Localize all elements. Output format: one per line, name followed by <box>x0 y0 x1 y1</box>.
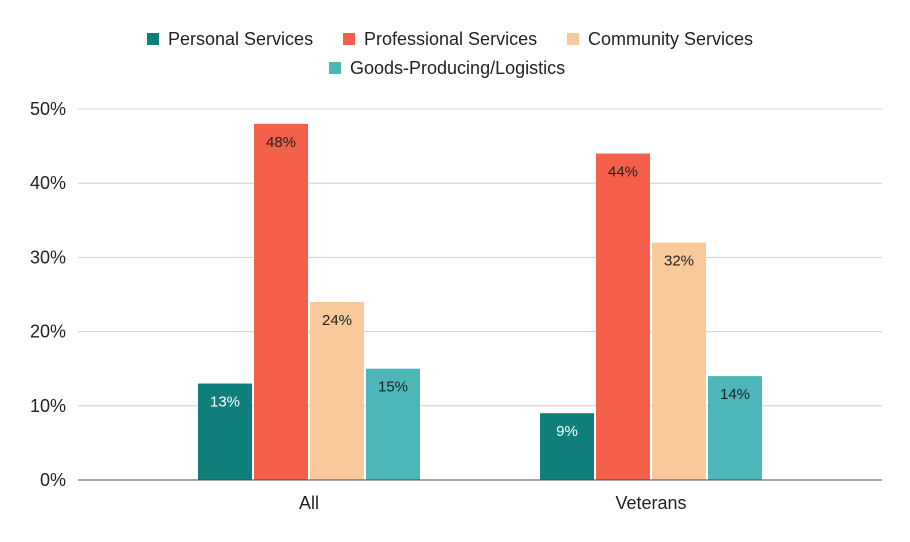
bar-all-professional-services <box>254 123 308 480</box>
y-tick-label: 0% <box>40 470 66 490</box>
bar-all-community-services <box>310 301 364 480</box>
legend-item-community-services: Community Services <box>567 29 753 49</box>
data-label: 9% <box>556 423 578 440</box>
x-category-label: Veterans <box>615 493 686 513</box>
legend-label: Personal Services <box>168 29 313 49</box>
y-tick-label: 10% <box>30 396 66 416</box>
y-tick-label: 50% <box>30 99 66 119</box>
bar-veterans-goods-producing-logistics <box>708 376 762 480</box>
x-axis-categories: All Veterans <box>299 493 687 513</box>
data-labels: 13% 48% 24% 15% 9% 44% 32% 14% <box>210 134 750 440</box>
y-axis-ticks: 0% 10% 20% 30% 40% 50% <box>30 99 66 490</box>
x-category-label: All <box>299 493 319 513</box>
legend-item-professional-services: Professional Services <box>343 29 537 49</box>
legend-label: Community Services <box>588 29 753 49</box>
data-label: 32% <box>664 253 694 270</box>
data-label: 15% <box>378 379 408 396</box>
y-tick-label: 20% <box>30 322 66 342</box>
bar-all-goods-producing-logistics <box>366 368 420 480</box>
bar-veterans-community-services <box>652 242 706 480</box>
legend-label: Professional Services <box>364 29 537 49</box>
data-label: 48% <box>266 134 296 151</box>
bar-veterans-personal-services <box>540 413 594 480</box>
bar-all-personal-services <box>198 383 252 480</box>
bars <box>198 123 762 480</box>
data-label: 44% <box>608 164 638 181</box>
y-tick-label: 30% <box>30 247 66 267</box>
legend: Personal Services Professional Services Co… <box>147 29 753 78</box>
legend-swatch <box>329 62 341 74</box>
legend-swatch <box>147 33 159 45</box>
legend-swatch <box>343 33 355 45</box>
data-label: 14% <box>720 386 750 403</box>
bar-veterans-professional-services <box>596 153 650 480</box>
legend-item-goods-producing-logistics: Goods-Producing/Logistics <box>329 58 565 78</box>
y-gridlines <box>78 108 882 407</box>
y-tick-label: 40% <box>30 173 66 193</box>
legend-item-personal-services: Personal Services <box>147 29 313 49</box>
data-label: 13% <box>210 394 240 411</box>
legend-label: Goods-Producing/Logistics <box>350 58 565 78</box>
legend-swatch <box>567 33 579 45</box>
data-label: 24% <box>322 312 352 329</box>
